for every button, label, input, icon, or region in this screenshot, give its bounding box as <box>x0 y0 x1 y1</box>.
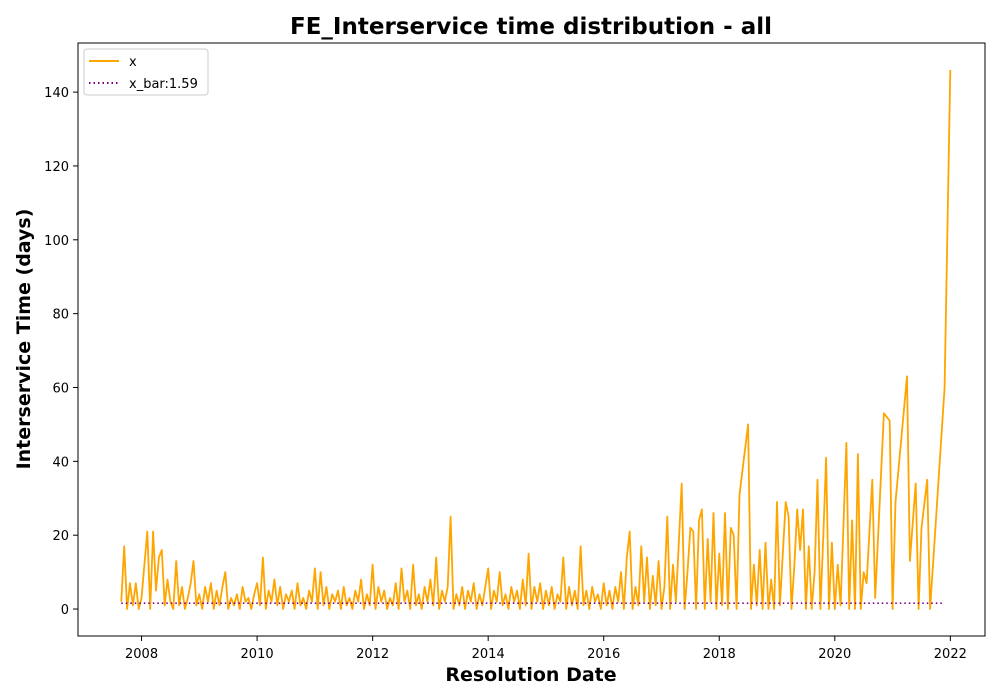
y-tick-label: 100 <box>44 234 69 249</box>
x-tick-label: 2016 <box>587 647 620 662</box>
x-tick-label: 2012 <box>356 647 389 662</box>
plot-area <box>78 43 985 636</box>
plot-frame <box>77 42 986 637</box>
x-tick-label: 2020 <box>818 647 851 662</box>
y-tick-label: 0 <box>61 603 69 618</box>
x-tick-label: 2022 <box>934 647 967 662</box>
y-tick-label: 40 <box>52 455 69 470</box>
legend-label-x: x <box>129 55 137 70</box>
x-tick-label: 2014 <box>472 647 505 662</box>
series-layer <box>120 69 952 610</box>
y-axis-ticks: 0 20 40 60 80 100 120 140 <box>44 86 78 618</box>
x-axis-ticks: 2008 2010 2012 2014 2016 2018 2020 2022 <box>125 636 967 662</box>
y-tick-label: 80 <box>52 308 69 323</box>
y-tick-label: 60 <box>52 382 69 397</box>
legend: x x_bar:1.59 <box>83 48 209 96</box>
y-axis-label: Interservice Time (days) <box>13 209 35 470</box>
x-axis-label: Resolution Date <box>445 664 616 686</box>
plot-background <box>78 43 985 636</box>
series-line-x <box>120 69 952 610</box>
x-tick-label: 2010 <box>241 647 274 662</box>
legend-label-x-bar: x_bar:1.59 <box>129 77 198 92</box>
y-tick-label: 140 <box>44 86 69 101</box>
y-tick-label: 20 <box>52 529 69 544</box>
x-tick-label: 2018 <box>703 647 736 662</box>
y-tick-label: 120 <box>44 160 69 175</box>
chart-title: FE_Interservice time distribution - all <box>290 14 772 40</box>
x-tick-label: 2008 <box>125 647 158 662</box>
